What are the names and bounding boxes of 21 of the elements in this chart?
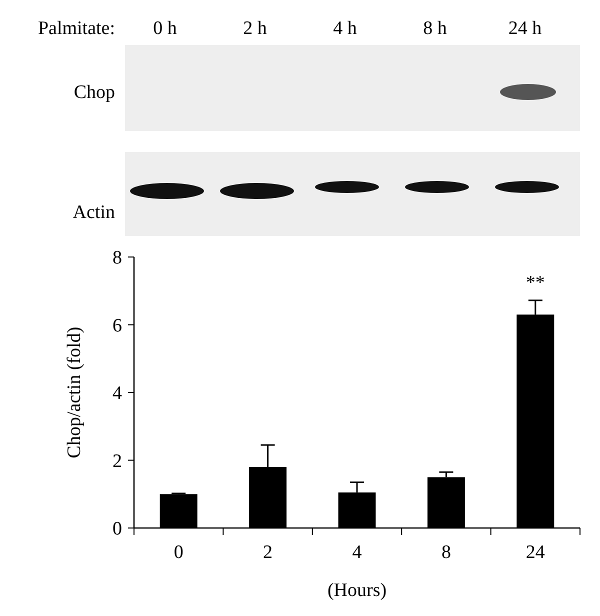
x-axis-title: (Hours) <box>327 580 387 601</box>
text: Chop <box>74 82 115 103</box>
text: 8 h <box>423 18 448 39</box>
y-axis-title: Chop/actin (fold) <box>64 326 85 458</box>
text: 0 h <box>153 18 178 39</box>
x-tick-label: 8 <box>441 542 451 563</box>
y-tick-label: 2 <box>112 450 122 472</box>
x-tick-label: 0 <box>174 542 184 563</box>
text: 2 h <box>243 18 268 39</box>
x-tick-label: 24 <box>526 542 546 563</box>
x-tick-label: 2 <box>263 542 273 563</box>
text: 24 h <box>508 18 542 39</box>
text: Palmitate: <box>38 18 115 39</box>
y-tick-label: 8 <box>112 248 122 269</box>
text: 4 h <box>333 18 358 39</box>
y-tick-label: 4 <box>112 383 122 404</box>
y-tick-label: 6 <box>112 315 122 336</box>
x-tick-label: 4 <box>352 542 362 563</box>
text: Actin <box>72 202 116 223</box>
y-tick-label: 0 <box>112 518 122 540</box>
annotation: ** <box>526 272 545 294</box>
